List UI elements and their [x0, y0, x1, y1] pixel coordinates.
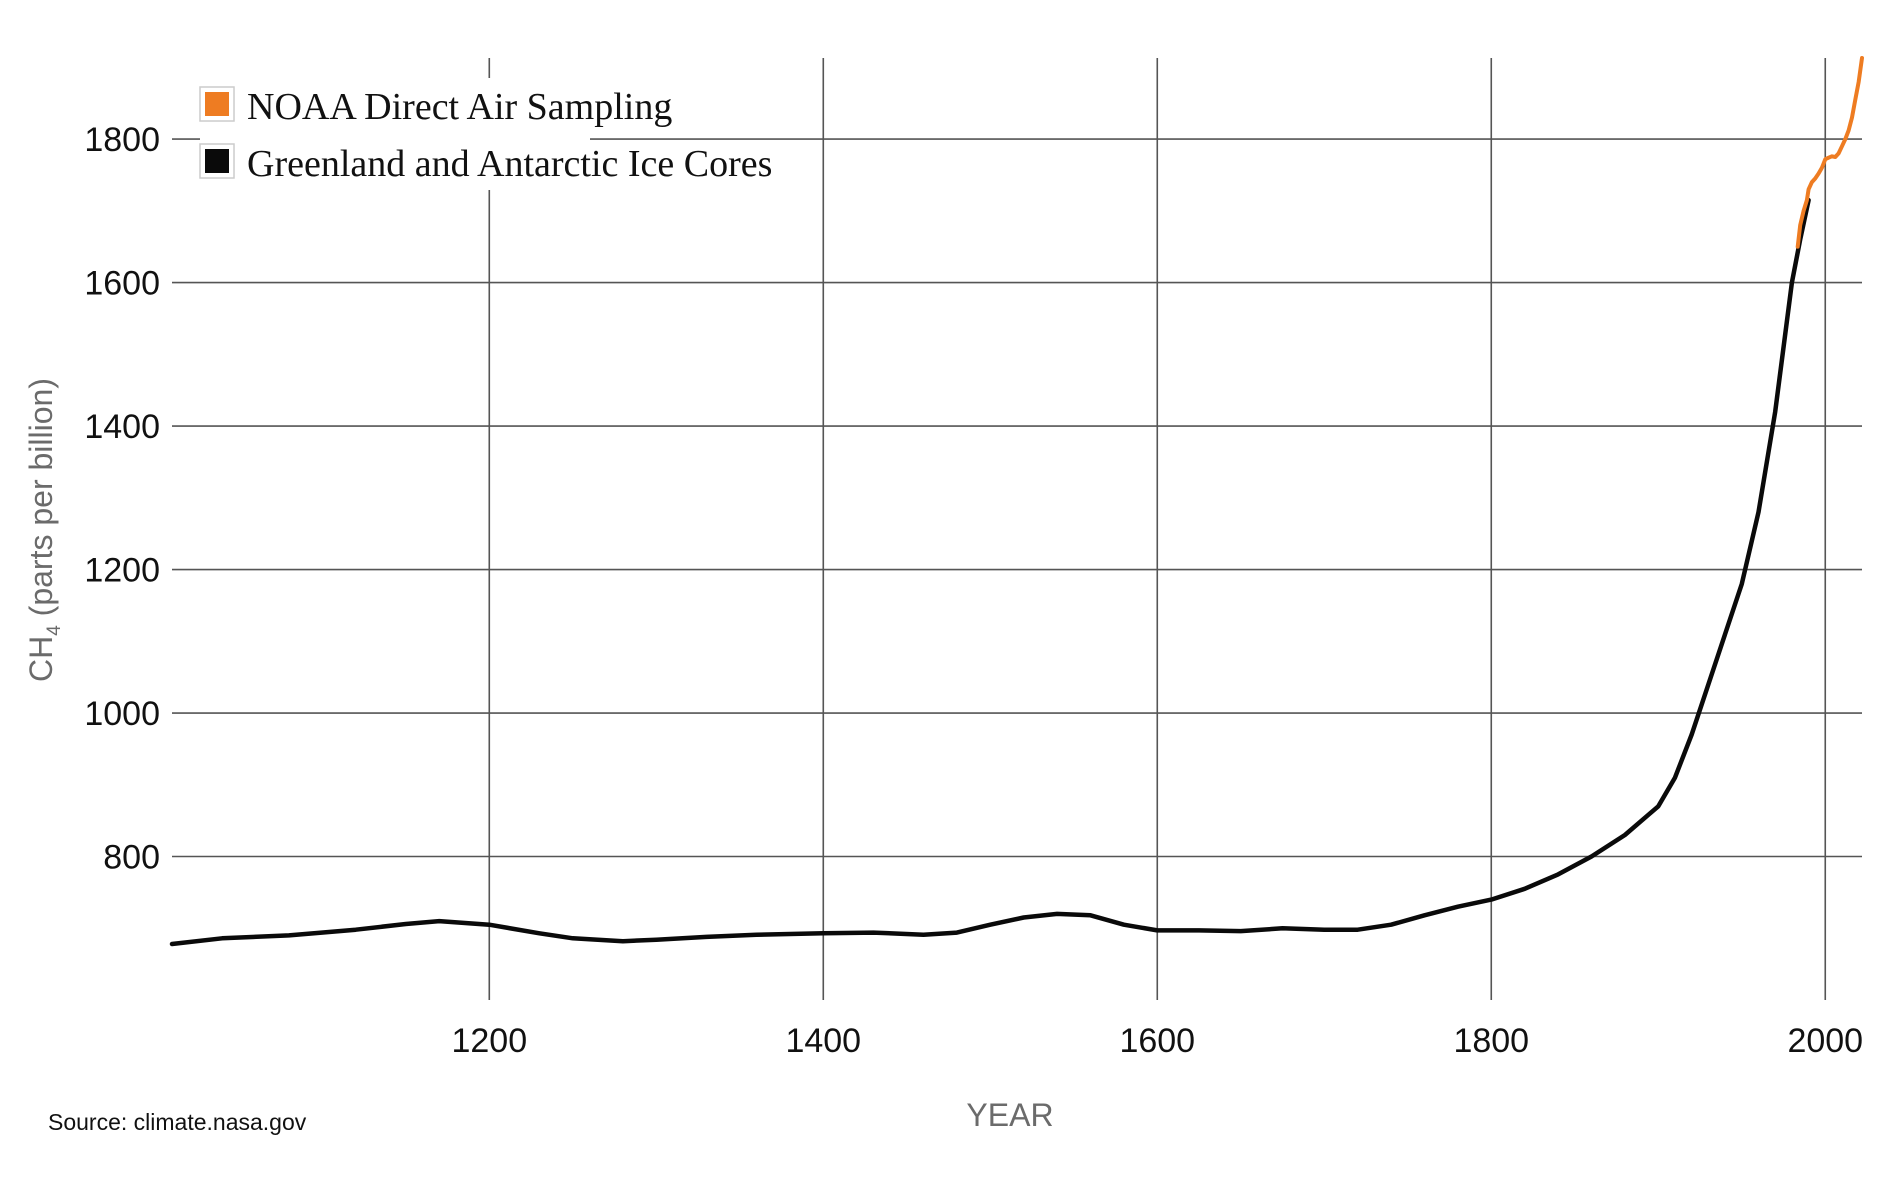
y-axis-ticks: 800 1000 1200 1400 1600 1800 — [84, 121, 160, 876]
y-axis-title: CH4 (parts per billion) — [23, 378, 65, 682]
x-tick-label-2000: 2000 — [1787, 1022, 1863, 1060]
y-tick-label-1200: 1200 — [84, 552, 160, 590]
legend: NOAA Direct Air Sampling Greenland and A… — [199, 78, 772, 190]
legend-swatch-noaa-fill — [205, 92, 229, 116]
y-axis-title-rest: (parts per billion) — [23, 378, 59, 625]
x-axis-ticks: 1200 1400 1600 1800 2000 — [451, 1022, 1863, 1060]
y-tick-label-1600: 1600 — [84, 265, 160, 303]
x-axis-title: YEAR — [966, 1097, 1053, 1133]
legend-label-noaa: NOAA Direct Air Sampling — [247, 86, 672, 128]
series-line-noaa — [1795, 56, 1864, 249]
legend-swatch-ice-cores-fill — [205, 149, 229, 173]
y-tick-label-1800: 1800 — [84, 121, 160, 159]
grid — [172, 58, 1862, 1000]
x-tick-label-1800: 1800 — [1453, 1022, 1529, 1060]
y-axis-title-main: CH — [23, 636, 59, 682]
y-axis-title-subscript: 4 — [44, 625, 65, 636]
legend-background — [200, 78, 590, 190]
series-lines — [169, 56, 1864, 947]
y-tick-label-800: 800 — [103, 839, 160, 877]
y-tick-label-1000: 1000 — [84, 695, 160, 733]
x-tick-label-1600: 1600 — [1119, 1022, 1195, 1060]
source-note: Source: climate.nasa.gov — [48, 1109, 307, 1135]
x-tick-label-1400: 1400 — [785, 1022, 861, 1060]
y-tick-label-1400: 1400 — [84, 408, 160, 446]
x-tick-label-1200: 1200 — [451, 1022, 527, 1060]
legend-label-ice-cores: Greenland and Antarctic Ice Cores — [247, 143, 772, 185]
series-line-ice-cores — [169, 197, 1811, 947]
